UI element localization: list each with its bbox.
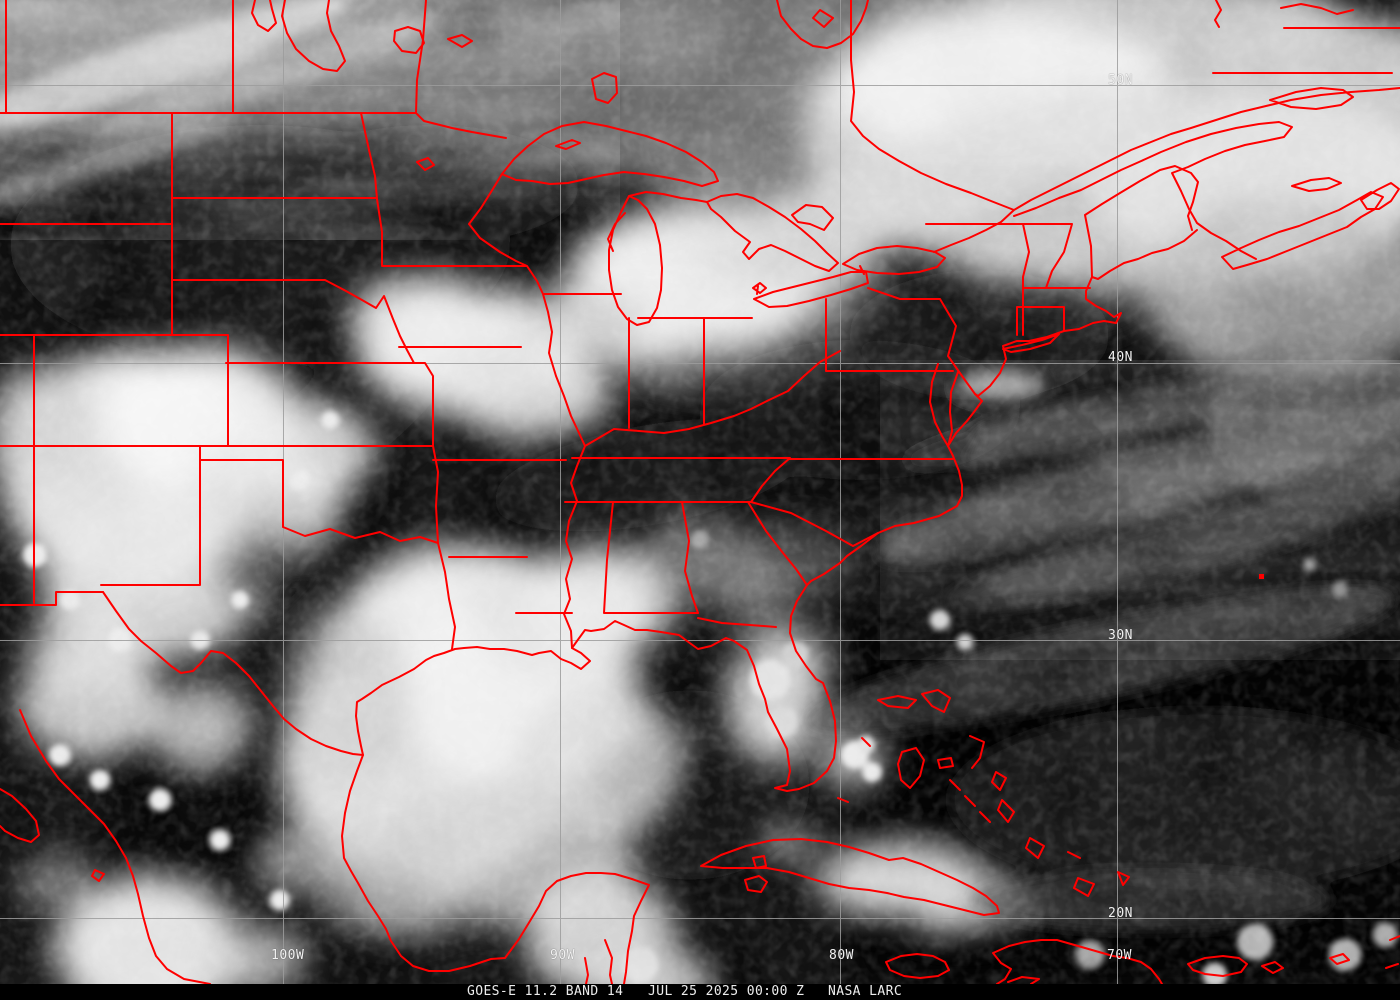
caribbean-island-outlines xyxy=(700,689,1400,984)
bermuda-marker xyxy=(1259,574,1264,579)
us-canada-border-and-state-lines xyxy=(0,0,1199,650)
lat-label-20n: 20N xyxy=(1108,906,1133,921)
lat-label-50n: 50N xyxy=(1108,73,1133,88)
satellite-band-label: GOES-E 11.2 BAND 14 xyxy=(467,984,624,999)
lon-label-80w: 80W xyxy=(829,948,854,963)
status-bar: GOES-E 11.2 BAND 14 JUL 25 2025 00:00 Z … xyxy=(0,984,1400,1000)
credit-label: NASA LARC xyxy=(828,984,903,999)
lon-label-100w: 100W xyxy=(271,948,305,963)
atlantic-gulf-coastline xyxy=(341,229,1198,984)
timestamp-label: JUL 25 2025 00:00 Z xyxy=(648,984,805,999)
lat-label-30n: 30N xyxy=(1108,628,1133,643)
lon-label-90w: 90W xyxy=(550,948,575,963)
canada-boundaries xyxy=(251,0,1400,270)
lon-label-70w: 70W xyxy=(1107,948,1132,963)
lat-label-40n: 40N xyxy=(1108,350,1133,365)
rio-grande-border xyxy=(102,591,364,756)
mexico-pacific-coastline xyxy=(0,709,211,984)
great-lakes-outlines xyxy=(501,121,946,326)
